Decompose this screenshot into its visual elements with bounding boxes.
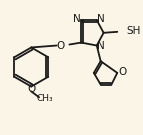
Text: SH: SH <box>126 26 140 36</box>
Text: CH₃: CH₃ <box>37 94 53 103</box>
Text: O: O <box>56 40 65 50</box>
Text: N: N <box>97 14 105 24</box>
Text: N: N <box>97 41 105 51</box>
Text: N: N <box>73 14 81 24</box>
Text: O: O <box>27 85 35 94</box>
Text: O: O <box>118 67 126 77</box>
